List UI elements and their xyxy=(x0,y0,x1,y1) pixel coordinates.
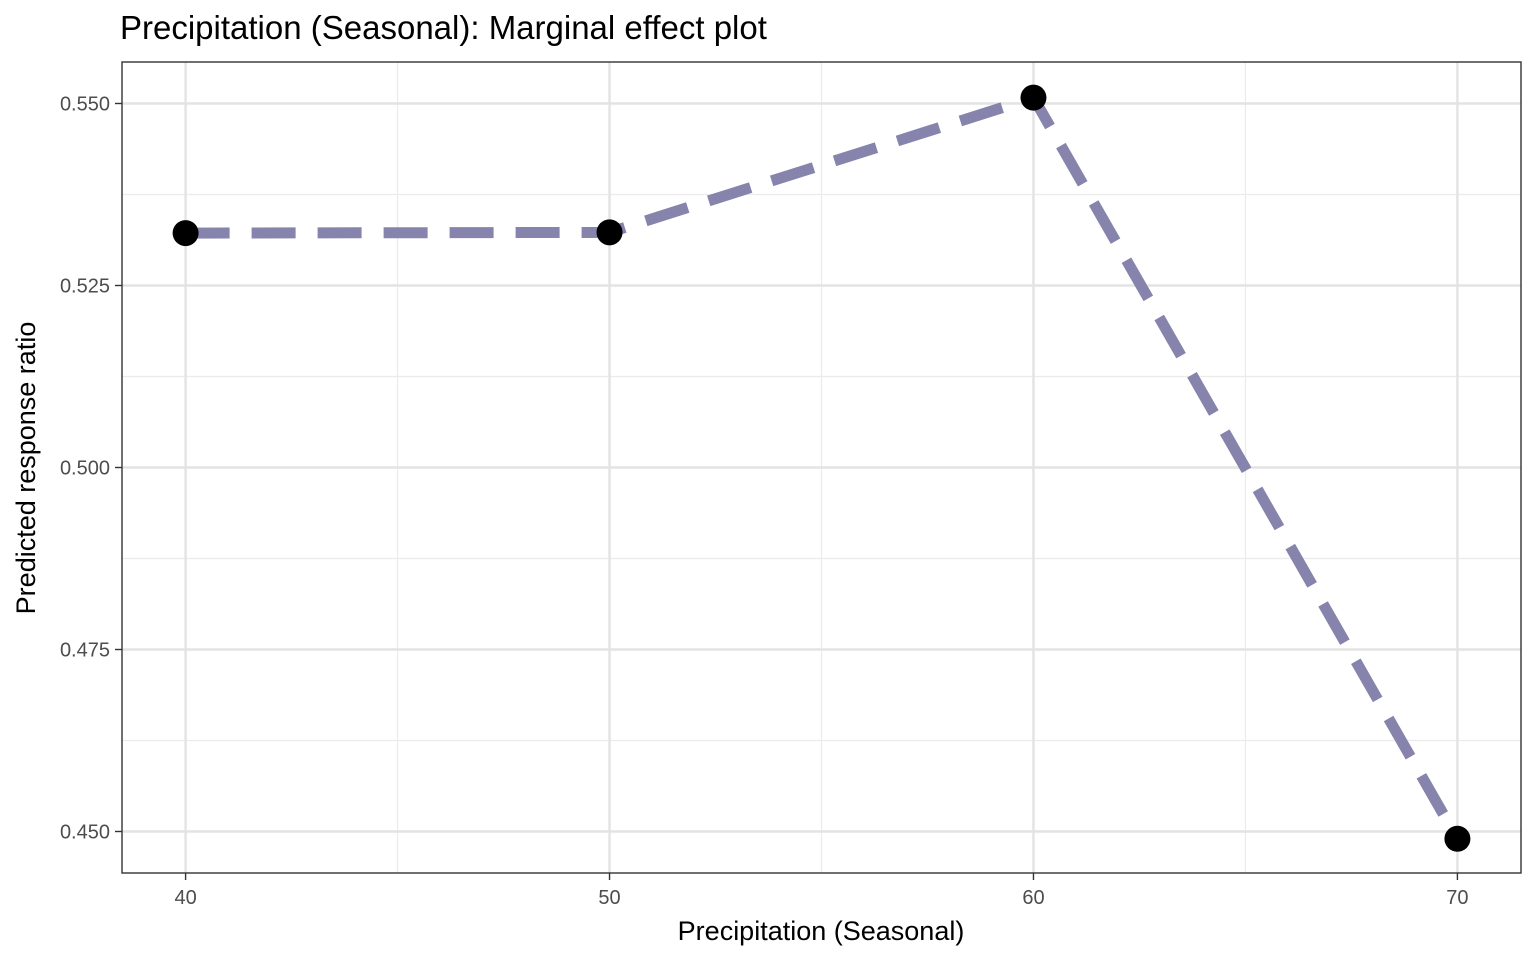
x-tick-label: 70 xyxy=(1446,887,1468,909)
series-line xyxy=(185,91,1463,842)
y-tick-label: 0.550 xyxy=(60,93,110,115)
y-tick-label: 0.475 xyxy=(60,640,110,662)
y-axis: 0.450 0.475 0.500 0.525 0.550 xyxy=(60,93,122,844)
data-point xyxy=(1444,825,1471,852)
series-lines xyxy=(185,91,1463,842)
data-point xyxy=(172,220,199,247)
major-gridlines xyxy=(122,62,1521,873)
x-tick-label: 40 xyxy=(174,887,196,909)
x-tick-label: 50 xyxy=(598,887,620,909)
x-tick-label: 60 xyxy=(1022,887,1044,909)
data-point xyxy=(596,219,623,246)
data-point xyxy=(1020,84,1047,111)
y-tick-label: 0.525 xyxy=(60,275,110,297)
x-axis: 40 50 60 70 xyxy=(174,873,1469,909)
y-axis-title: Predicted response ratio xyxy=(11,322,41,615)
series-points xyxy=(172,84,1471,852)
y-tick-label: 0.450 xyxy=(60,822,110,844)
x-axis-title: Precipitation (Seasonal) xyxy=(678,916,965,946)
y-tick-label: 0.500 xyxy=(60,458,110,480)
chart-title: Precipitation (Seasonal): Marginal effec… xyxy=(120,9,767,46)
